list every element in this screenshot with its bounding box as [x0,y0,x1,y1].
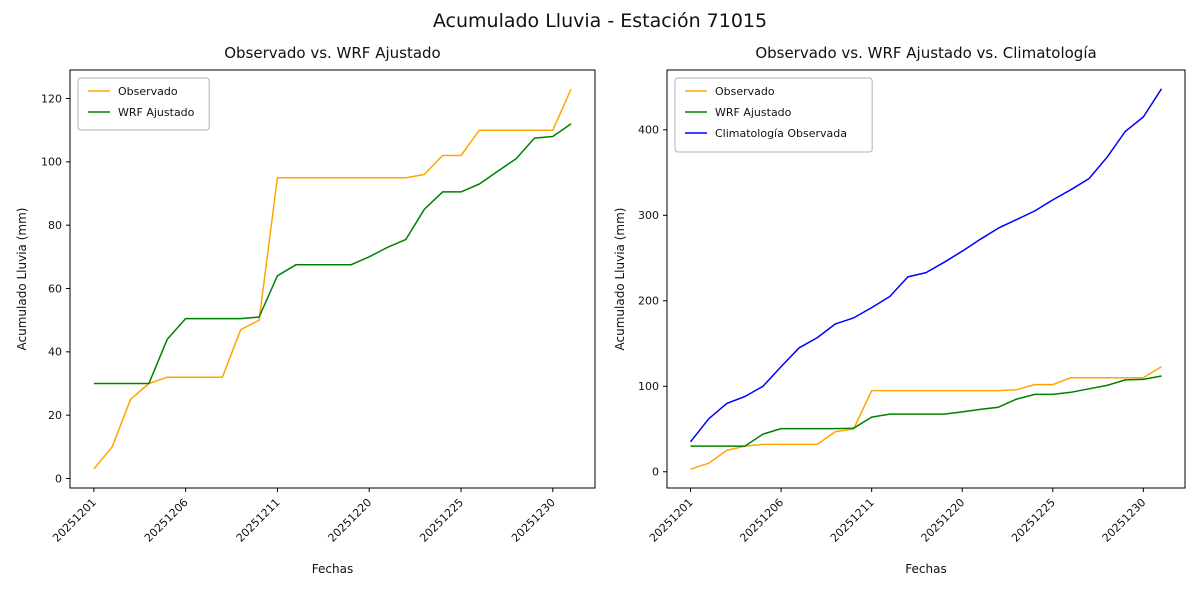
y-tick-label: 100 [41,156,62,169]
y-tick-label: 300 [638,209,659,222]
x-tick-label: 20251206 [737,496,786,545]
legend-box [674,77,873,153]
right-chart-xlabel: Fechas [905,562,947,576]
left-chart-title: Observado vs. WRF Ajustado [224,44,441,62]
y-tick-label: 120 [41,92,62,105]
y-tick-label: 40 [48,346,62,359]
figure-title: Acumulado Lluvia - Estación 71015 [432,10,768,32]
series-line-wrf-ajustado [93,123,572,385]
legend-label: Climatología Observada [715,127,847,140]
left-chart-xlabel: Fechas [311,562,354,576]
y-tick-label: 0 [55,472,62,485]
x-tick-label: 20251220 [919,496,968,545]
x-tick-label: 20251201 [647,496,696,545]
axes-frame [666,69,1186,489]
chart-0: 0 20 40 60 80 100 120 20251201 20251206 20251211 2… [41,69,596,545]
chart-1: 0 100 200 300 400 20251201 20251206 20251211 202… [638,69,1186,545]
series-line-observado [93,88,572,470]
y-tick-label: 100 [638,380,659,393]
series-line-wrf-ajustado [690,375,1162,447]
legend-label: WRF Ajustado [118,106,195,119]
legend-label: Observado [715,85,775,98]
axes-frame [69,69,596,489]
x-tick-label: 20251220 [326,496,375,545]
x-tick-label: 20251225 [1009,496,1058,545]
legend-label: WRF Ajustado [715,106,792,119]
y-tick-label: 200 [638,295,659,308]
x-tick-label: 20251211 [828,496,877,545]
series-line-climatolog-a-observada [689,88,1163,443]
x-tick-label: 20251230 [1100,496,1149,545]
y-tick-label: 20 [48,409,62,422]
x-tick-label: 20251230 [509,496,558,545]
legend-box [77,77,210,131]
right-chart-title: Observado vs. WRF Ajustado vs. Climatolo… [755,44,1097,62]
y-tick-label: 0 [652,466,659,479]
y-tick-label: 80 [48,219,62,232]
y-tick-label: 400 [638,124,659,137]
legend-label: Observado [118,85,178,98]
series-line-observado [690,365,1162,470]
x-tick-label: 20251201 [50,496,99,545]
x-tick-label: 20251211 [234,496,283,545]
y-tick-label: 60 [48,282,62,295]
x-tick-label: 20251225 [417,496,466,545]
x-tick-label: 20251206 [142,496,191,545]
